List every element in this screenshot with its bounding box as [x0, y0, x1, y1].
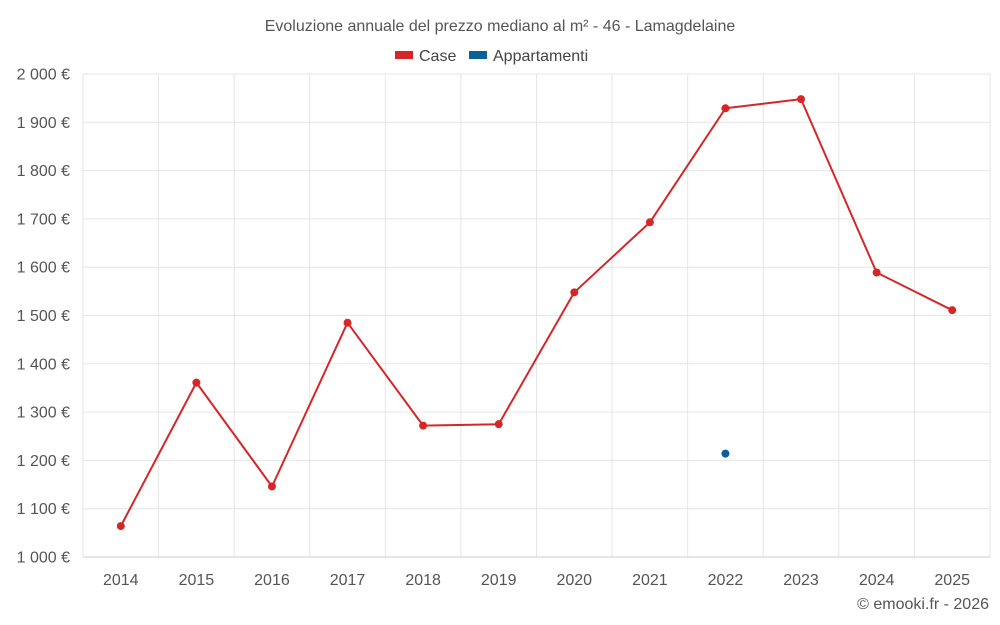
x-tick-label: 2017 — [330, 572, 366, 589]
y-tick-label: 1 400 € — [17, 356, 70, 373]
data-point-case[interactable] — [116, 522, 125, 531]
chart-credit: © emooki.fr - 2026 — [857, 596, 989, 613]
y-tick-label: 1 200 € — [17, 453, 70, 470]
y-tick-label: 1 700 € — [17, 211, 70, 228]
data-point-case[interactable] — [645, 218, 654, 227]
x-axis-ticks: 2014 2015 2016 2017 2018 2019 2020 2021 2022 2023… — [103, 572, 970, 589]
data-point-case[interactable] — [948, 306, 957, 315]
x-tick-label: 2023 — [783, 572, 819, 589]
data-point-case[interactable] — [343, 318, 352, 327]
legend: Case Appartamenti — [395, 48, 588, 65]
x-tick-label: 2025 — [934, 572, 970, 589]
series-line-case — [119, 98, 953, 527]
y-axis-ticks: 1 000 € 1 100 € 1 200 € 1 300 € 1 400 € 1 500… — [17, 67, 70, 567]
y-tick-label: 1 100 € — [17, 501, 70, 518]
data-point-case[interactable] — [570, 288, 579, 297]
y-tick-label: 1 000 € — [17, 550, 70, 567]
x-tick-label: 2020 — [556, 572, 592, 589]
y-tick-label: 2 000 € — [17, 67, 70, 84]
x-tick-label: 2022 — [708, 572, 744, 589]
data-point-case[interactable] — [192, 378, 201, 387]
data-point-case[interactable] — [267, 482, 276, 491]
y-tick-label: 1 300 € — [17, 405, 70, 422]
x-tick-label: 2024 — [859, 572, 895, 589]
data-point-case[interactable] — [797, 95, 806, 104]
x-tick-label: 2016 — [254, 572, 290, 589]
x-tick-label: 2014 — [103, 572, 139, 589]
x-tick-label: 2015 — [179, 572, 215, 589]
legend-swatch-case — [395, 51, 413, 59]
series-case — [116, 95, 957, 531]
chart-title: Evoluzione annuale del prezzo mediano al… — [265, 18, 736, 35]
legend-swatch-appartamenti — [469, 51, 487, 59]
y-tick-label: 1 800 € — [17, 163, 70, 180]
series-layer — [116, 95, 957, 531]
legend-label-appartamenti: Appartamenti — [493, 48, 588, 65]
y-tick-label: 1 900 € — [17, 115, 70, 132]
y-tick-label: 1 600 € — [17, 260, 70, 277]
data-point-case[interactable] — [419, 421, 428, 430]
x-gridlines — [82, 74, 991, 557]
legend-item-case[interactable]: Case — [395, 48, 456, 65]
data-point-case[interactable] — [721, 104, 730, 113]
data-point-appartamenti[interactable] — [721, 449, 730, 458]
legend-label-case: Case — [419, 48, 456, 65]
x-tick-label: 2019 — [481, 572, 517, 589]
y-tick-label: 1 500 € — [17, 308, 70, 325]
x-tick-label: 2021 — [632, 572, 668, 589]
data-point-case[interactable] — [494, 420, 503, 429]
series-appartamenti — [721, 449, 730, 458]
x-tick-label: 2018 — [405, 572, 441, 589]
data-point-case[interactable] — [872, 268, 881, 277]
legend-item-appartamenti[interactable]: Appartamenti — [469, 48, 588, 65]
